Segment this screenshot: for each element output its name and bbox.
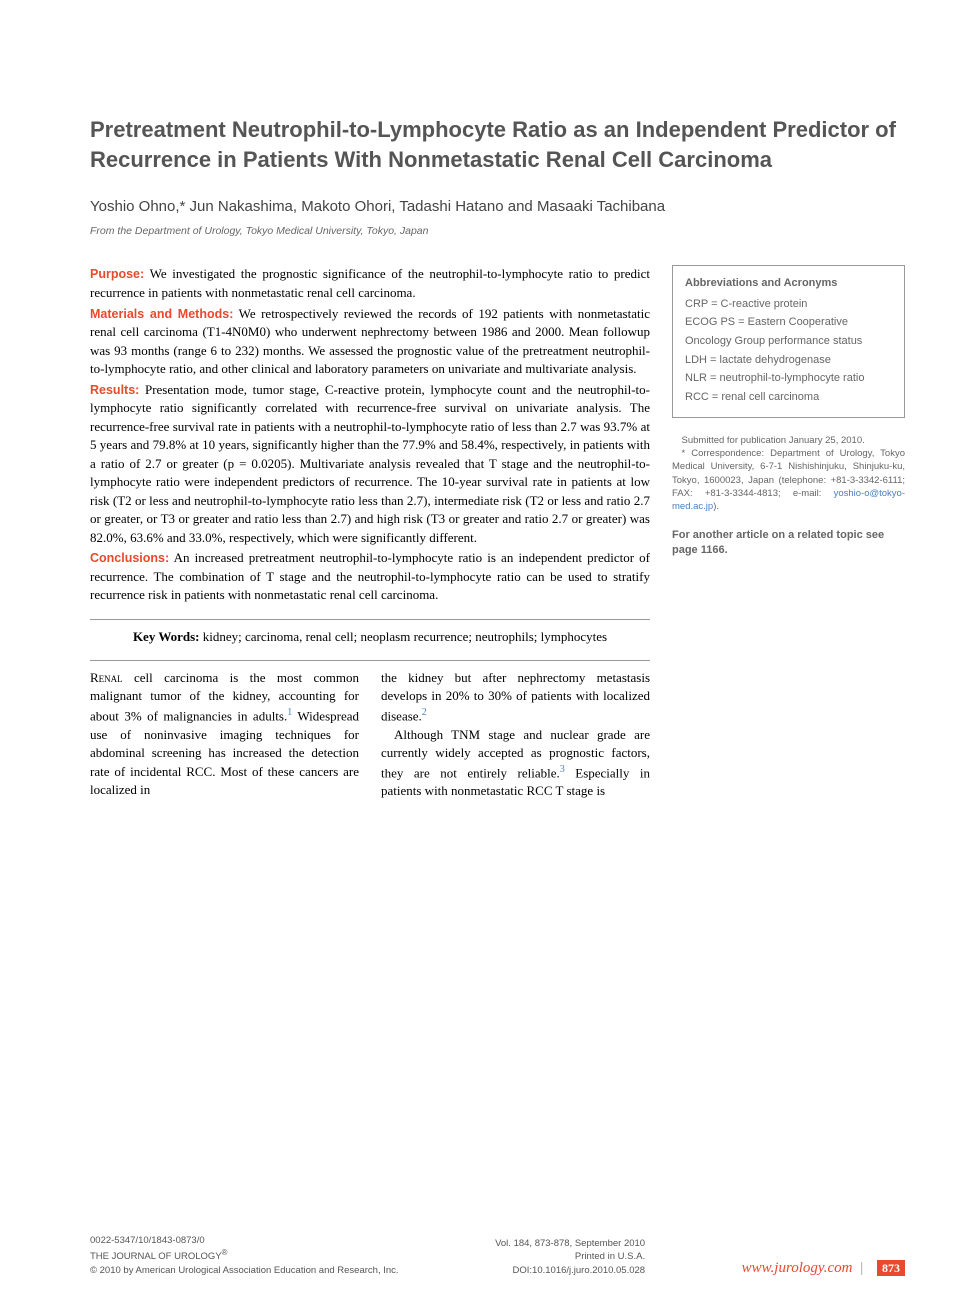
submitted-date: Submitted for publication January 25, 20… bbox=[672, 434, 905, 447]
article-title: Pretreatment Neutrophil-to-Lymphocyte Ra… bbox=[90, 115, 905, 174]
abbrev-title: Abbreviations and Acronyms bbox=[685, 276, 892, 290]
conclusions-label: Conclusions: bbox=[90, 551, 169, 565]
abbreviations-box: Abbreviations and Acronyms CRP = C-react… bbox=[672, 265, 905, 417]
purpose-text: We investigated the prognostic significa… bbox=[90, 266, 650, 300]
lead-word: Renal bbox=[90, 670, 123, 685]
page-number: 873 bbox=[877, 1260, 905, 1276]
abbrev-crp: CRP = C-reactive protein bbox=[685, 295, 892, 314]
journal-name: THE JOURNAL OF UROLOGY bbox=[90, 1251, 222, 1262]
abbrev-rcc: RCC = renal cell carcinoma bbox=[685, 388, 892, 407]
abstract-methods: Materials and Methods: We retrospectivel… bbox=[90, 305, 650, 379]
footer-center: Vol. 184, 873-878, September 2010 Printe… bbox=[495, 1237, 645, 1277]
issn: 0022-5347/10/1843-0873/0 bbox=[90, 1234, 399, 1247]
printed-in: Printed in U.S.A. bbox=[495, 1250, 645, 1263]
abstract-purpose: Purpose: We investigated the prognostic … bbox=[90, 265, 650, 302]
conclusions-text: An increased pretreatment neutrophil-to-… bbox=[90, 550, 650, 602]
footer-right: www.jurology.com | 873 bbox=[742, 1260, 905, 1277]
submission-note: Submitted for publication January 25, 20… bbox=[672, 434, 905, 514]
abbrev-nlr: NLR = neutrophil-to-lymphocyte ratio bbox=[685, 369, 892, 388]
body-col-1: Renal cell carcinoma is the most common … bbox=[90, 669, 359, 801]
divider bbox=[90, 619, 650, 620]
doi: DOI:10.1016/j.juro.2010.05.028 bbox=[495, 1264, 645, 1277]
purpose-label: Purpose: bbox=[90, 267, 144, 281]
registered-symbol: ® bbox=[222, 1248, 228, 1257]
keywords: Key Words: kidney; carcinoma, renal cell… bbox=[90, 628, 650, 646]
abstract-column: Purpose: We investigated the prognostic … bbox=[90, 265, 650, 800]
keywords-text: kidney; carcinoma, renal cell; neoplasm … bbox=[200, 629, 608, 644]
content-row: Purpose: We investigated the prognostic … bbox=[90, 265, 905, 800]
abstract-results: Results: Presentation mode, tumor stage,… bbox=[90, 381, 650, 547]
correspondence-close: ). bbox=[713, 501, 719, 512]
body-columns: Renal cell carcinoma is the most common … bbox=[90, 669, 650, 801]
sidebar-column: Abbreviations and Acronyms CRP = C-react… bbox=[672, 265, 905, 800]
divider-pipe: | bbox=[860, 1260, 863, 1276]
abstract-conclusions: Conclusions: An increased pretreatment n… bbox=[90, 549, 650, 605]
volume-info: Vol. 184, 873-878, September 2010 bbox=[495, 1237, 645, 1250]
related-article-note: For another article on a related topic s… bbox=[672, 528, 905, 559]
results-label: Results: bbox=[90, 383, 139, 397]
methods-label: Materials and Methods: bbox=[90, 307, 233, 321]
results-text: Presentation mode, tumor stage, C-reacti… bbox=[90, 382, 650, 545]
journal-url[interactable]: www.jurology.com bbox=[742, 1260, 853, 1276]
keywords-label: Key Words: bbox=[133, 629, 200, 644]
copyright: © 2010 by American Urological Associatio… bbox=[90, 1264, 399, 1277]
body-col-2: the kidney but after nephrectomy metasta… bbox=[381, 669, 650, 801]
divider bbox=[90, 660, 650, 661]
authors: Yoshio Ohno,* Jun Nakashima, Makoto Ohor… bbox=[90, 196, 905, 217]
footer-left: 0022-5347/10/1843-0873/0 THE JOURNAL OF … bbox=[90, 1234, 399, 1277]
reference-2[interactable]: 2 bbox=[422, 707, 427, 718]
affiliation: From the Department of Urology, Tokyo Me… bbox=[90, 225, 905, 237]
abbrev-ecog: ECOG PS = Eastern Cooperative Oncology G… bbox=[685, 313, 892, 350]
page-footer: 0022-5347/10/1843-0873/0 THE JOURNAL OF … bbox=[90, 1234, 905, 1277]
abbrev-ldh: LDH = lactate dehydrogenase bbox=[685, 351, 892, 370]
